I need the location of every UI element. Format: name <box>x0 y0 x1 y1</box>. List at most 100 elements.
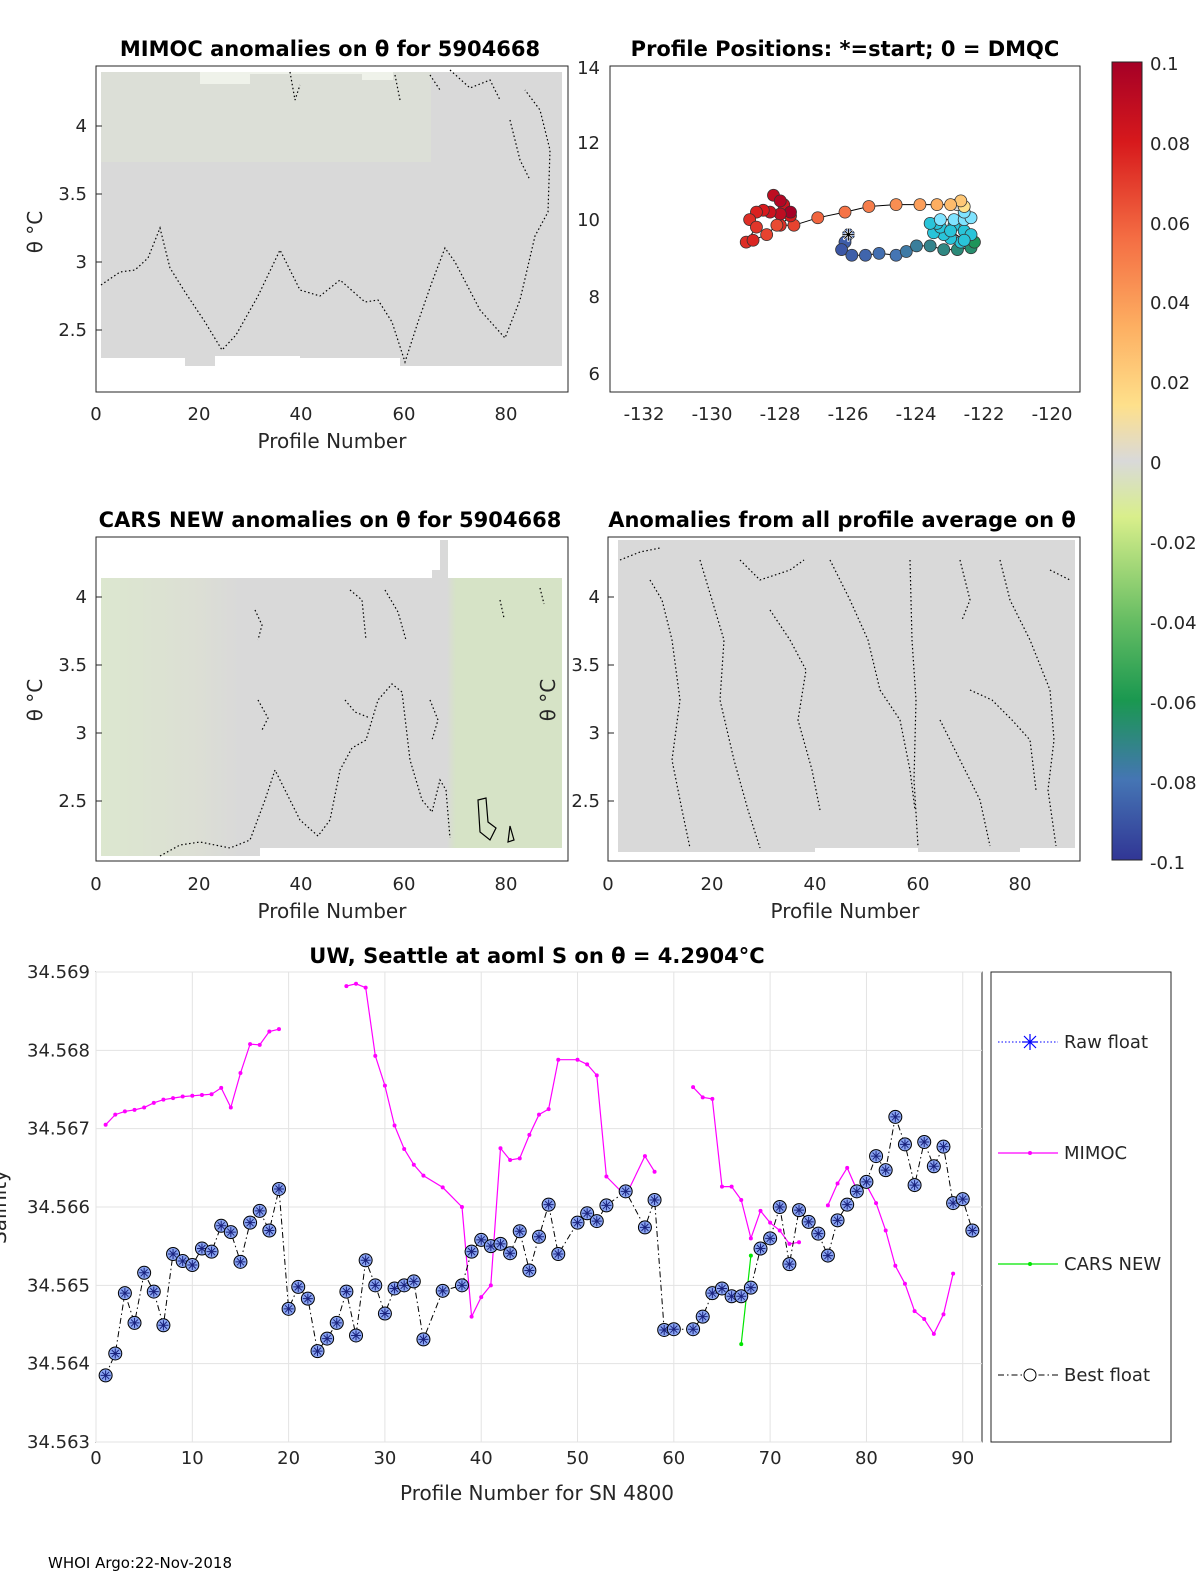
colorbar-tick: 0.06 <box>1150 214 1190 235</box>
data-point <box>512 1224 527 1239</box>
data-point <box>922 1317 927 1322</box>
ytick-label: 4 <box>76 587 87 608</box>
data-point <box>686 1322 701 1337</box>
data-point <box>421 1173 426 1178</box>
legend-label: MIMOC <box>1064 1143 1127 1164</box>
data-point <box>411 1162 416 1167</box>
data-point <box>902 1281 907 1286</box>
panel-mimoc-xticks: 0 20 40 60 80 <box>90 404 517 425</box>
panel-salinity: UW, Seattle at aoml S on θ = 4.2904°C 0 1… <box>0 944 1172 1505</box>
xtick-label: 70 <box>759 1448 782 1469</box>
panel-allprof-xticks: 0 20 40 60 80 <box>602 874 1031 895</box>
ytick-label: 3 <box>589 723 600 744</box>
data-point <box>912 1309 917 1314</box>
xtick-label: 40 <box>470 1448 493 1469</box>
legend-entry-raw: Raw float <box>998 1032 1148 1053</box>
anomaly-field <box>618 540 1075 852</box>
data-point <box>310 1344 325 1359</box>
data-point <box>257 1042 262 1047</box>
xtick-label: 10 <box>181 1448 204 1469</box>
profile-position <box>838 205 852 219</box>
panel-cars: CARS NEW anomalies on θ for 5904668 4 3.… <box>23 508 569 923</box>
profile-position <box>933 213 947 227</box>
data-point <box>575 1057 580 1062</box>
data-point <box>797 1240 802 1245</box>
xtick-label: 40 <box>804 874 827 895</box>
colorbar-tick: 0.02 <box>1150 373 1190 394</box>
panel-allprof-yticks: 4 3.5 3 2.5 <box>571 587 614 812</box>
data-point <box>243 1215 258 1230</box>
profile-position <box>923 239 937 253</box>
anomaly-field-greenish <box>101 72 431 162</box>
data-point <box>127 1315 142 1330</box>
series-line <box>827 1166 954 1336</box>
data-point <box>146 1284 161 1299</box>
data-point <box>517 1156 522 1161</box>
data-point <box>228 1105 233 1110</box>
panel-allprof-ylabel: θ °C <box>536 679 560 722</box>
data-point <box>753 1241 768 1256</box>
data-point <box>719 1184 724 1189</box>
colorbar-tick: 0 <box>1150 453 1161 474</box>
xtick-label: -126 <box>828 404 869 425</box>
legend-entry-best: Best float <box>998 1365 1150 1386</box>
colorbar-tick: 0.08 <box>1150 134 1190 155</box>
profile-position <box>770 218 784 232</box>
data-point <box>339 1284 354 1299</box>
data-point <box>113 1112 118 1117</box>
data-point <box>874 1201 879 1206</box>
data-point <box>233 1254 248 1269</box>
data-point <box>768 1220 773 1225</box>
profile-position <box>760 228 774 242</box>
xtick-label: -120 <box>1032 404 1073 425</box>
data-point <box>132 1107 137 1112</box>
salinity-legend: Raw float MIMOC CARS NEW Best float <box>990 971 1172 1443</box>
data-point <box>214 1218 229 1233</box>
data-point <box>156 1318 171 1333</box>
data-point <box>219 1085 224 1090</box>
salinity-ylabel: Salinity <box>0 1170 11 1244</box>
data-point <box>103 1122 108 1127</box>
data-point <box>488 1283 493 1288</box>
panel-positions-axes <box>609 65 1081 393</box>
data-point <box>772 1200 787 1214</box>
profile-position <box>930 198 944 212</box>
panel-positions-yticks: 14 12 10 8 6 <box>577 58 600 385</box>
data-point <box>897 1137 912 1152</box>
data-point <box>363 985 368 990</box>
panel-positions-title: Profile Positions: *=start; 0 = DMQC <box>631 37 1060 61</box>
data-point <box>508 1158 513 1162</box>
salinity-xlabel: Profile Number for SN 4800 <box>400 1481 674 1505</box>
colorbar-tick: 0.1 <box>1150 54 1179 75</box>
ytick-label: 2.5 <box>58 320 87 341</box>
data-point <box>589 1214 604 1229</box>
xtick-label: 80 <box>495 874 518 895</box>
data-point <box>936 1139 951 1154</box>
data-point <box>546 1107 551 1112</box>
data-point <box>377 1306 392 1321</box>
panel-cars-xticks: 0 20 40 60 80 <box>90 874 517 895</box>
ytick-label: 3.5 <box>58 655 87 676</box>
ytick-label: 2.5 <box>571 791 600 812</box>
panel-positions: Profile Positions: *=start; 0 = DMQC 14 … <box>577 37 1081 425</box>
ytick-label: 34.567 <box>27 1119 90 1140</box>
ytick-label: 34.565 <box>27 1275 90 1296</box>
legend-label: Raw float <box>1064 1032 1148 1053</box>
data-point <box>166 1247 181 1261</box>
xtick-label: -124 <box>896 404 937 425</box>
data-point <box>98 1368 113 1383</box>
ytick-label: 34.569 <box>27 962 90 983</box>
xtick-label: 80 <box>495 404 518 425</box>
data-point <box>382 1083 387 1088</box>
xtick-label: 20 <box>188 874 211 895</box>
data-point <box>122 1109 127 1114</box>
xtick-label: 90 <box>951 1448 974 1469</box>
data-point <box>551 1247 566 1261</box>
data-point <box>137 1265 152 1280</box>
profile-position <box>746 233 760 247</box>
data-point <box>618 1184 633 1199</box>
xtick-label: 60 <box>393 404 416 425</box>
data-point <box>729 1184 734 1189</box>
data-point <box>840 1197 855 1212</box>
data-point <box>585 1062 590 1067</box>
